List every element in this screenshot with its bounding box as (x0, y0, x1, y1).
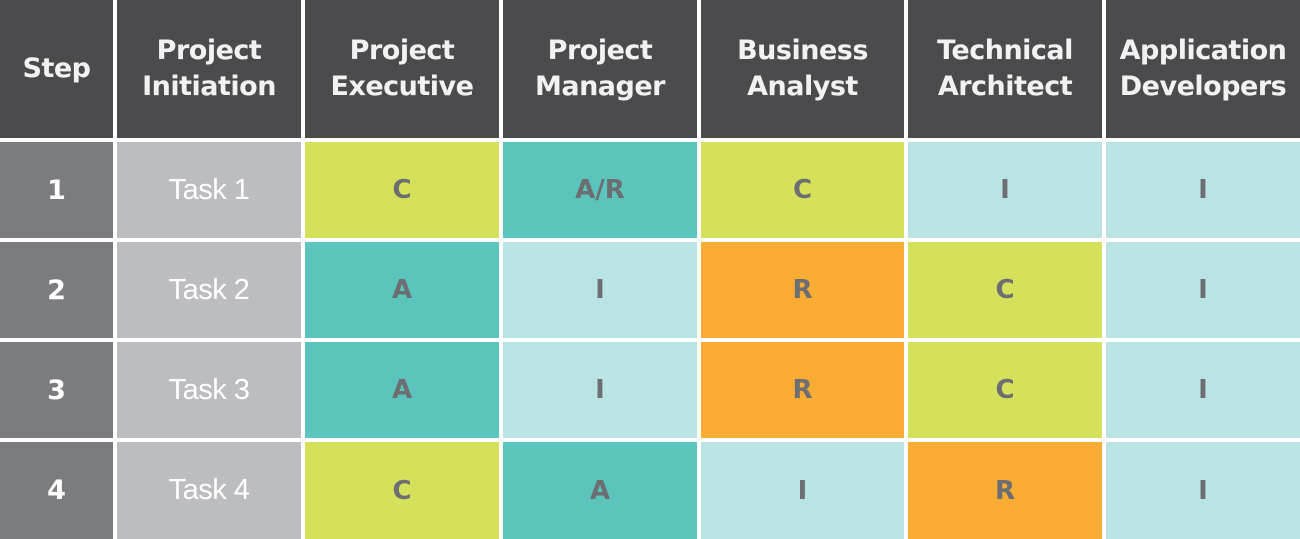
raci-cell: R (701, 342, 904, 438)
raci-cell: R (701, 242, 904, 338)
header-application-developers: Application Developers (1106, 0, 1300, 138)
raci-cell: C (305, 442, 499, 539)
header-technical-architect: Technical Architect (908, 0, 1102, 138)
header-project-executive: Project Executive (305, 0, 499, 138)
raci-cell: I (1106, 242, 1300, 338)
raci-cell: I (701, 442, 904, 539)
header-business-analyst: Business Analyst (701, 0, 904, 138)
raci-cell: I (1106, 442, 1300, 539)
header-step: Step (0, 0, 113, 138)
raci-cell: A (305, 342, 499, 438)
step-cell-2: 2 (0, 242, 113, 338)
raci-cell: I (1106, 142, 1300, 238)
raci-cell: C (908, 242, 1102, 338)
step-cell-3: 3 (0, 342, 113, 438)
task-cell-4: Task 4 (117, 442, 301, 539)
raci-cell: A (503, 442, 697, 539)
raci-cell: I (1106, 342, 1300, 438)
task-cell-3: Task 3 (117, 342, 301, 438)
raci-cell: I (503, 242, 697, 338)
raci-cell: C (305, 142, 499, 238)
task-cell-2: Task 2 (117, 242, 301, 338)
task-cell-1: Task 1 (117, 142, 301, 238)
raci-cell: I (503, 342, 697, 438)
step-cell-1: 1 (0, 142, 113, 238)
header-project-manager: Project Manager (503, 0, 697, 138)
raci-cell: R (908, 442, 1102, 539)
step-cell-4: 4 (0, 442, 113, 539)
raci-cell: A (305, 242, 499, 338)
raci-cell: C (908, 342, 1102, 438)
header-project-initiation: Project Initiation (117, 0, 301, 138)
raci-cell: I (908, 142, 1102, 238)
raci-cell: C (701, 142, 904, 238)
raci-cell: A/R (503, 142, 697, 238)
